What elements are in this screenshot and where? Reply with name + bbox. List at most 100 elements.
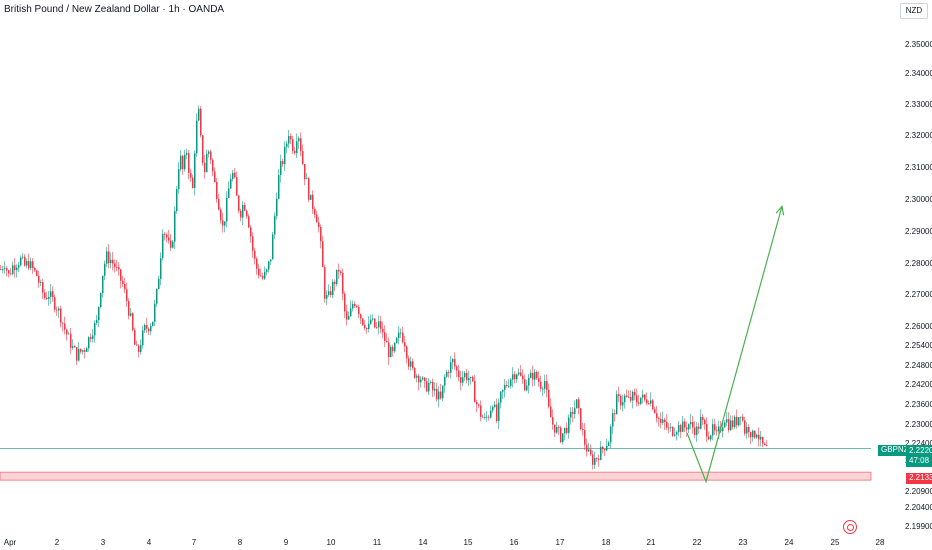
candle-body [156,289,158,304]
brand-logo-icon[interactable] [843,520,857,534]
candle-body [698,426,700,429]
candle-body [570,411,572,418]
candle-body [418,375,420,383]
candle-body [516,374,518,380]
candle-body [738,417,740,426]
candle-body [706,424,708,437]
candle-body [472,376,474,382]
candle-body [382,328,384,333]
candle-body [288,136,290,144]
candle-body [504,384,506,391]
candle-body [138,345,140,353]
candle-body [542,388,544,390]
candle-body [620,395,622,406]
candle-body [714,424,716,431]
candle-body [300,138,302,152]
candle-body [700,416,702,429]
candle-body [482,416,484,418]
y-tick-label: 2.33000 [905,100,932,109]
candle-body [384,332,386,342]
candle-body [398,332,400,339]
bar-countdown: 47:08 [909,456,930,465]
candle-body [176,189,178,212]
candle-body [364,324,366,328]
candle-body [512,374,514,380]
candle-body [406,346,408,359]
candle-body [492,406,494,411]
candle-body [268,261,270,270]
candle-body [574,408,576,414]
candle-body [376,327,378,329]
candle-body [390,346,392,358]
candle-body [590,449,592,455]
candle-body [704,419,706,425]
candle-body [672,426,674,436]
candle-body [478,404,480,406]
candle-body [82,350,84,352]
candle-body [624,395,626,403]
candle-body [10,273,12,275]
candle-body [744,420,746,434]
candle-body [42,282,44,293]
candle-body [728,419,730,431]
candle-body [736,416,738,426]
candle-body [524,379,526,391]
x-tick-label: Apr [4,538,17,547]
price-axis[interactable]: 2.35000 2.34000 2.33000 2.32000 2.31000 2.300… [905,40,932,531]
candle-body [356,305,358,307]
candle-body [534,371,536,380]
candle-body [232,172,234,180]
candle-body [532,372,534,380]
candle-body [604,449,606,451]
y-tick-label: 2.23000 [905,420,932,429]
candle-body [436,388,438,400]
x-tick-label: 18 [602,538,611,547]
candle-body [540,381,542,389]
y-tick-label: 2.23600 [905,400,932,409]
candle-body [142,330,144,346]
candle-body [422,377,424,380]
candle-body [498,402,500,421]
candle-body [726,419,728,423]
candle-body [514,374,516,380]
candle-body [16,267,18,271]
candle-body [222,220,224,226]
candle-body [370,319,372,324]
x-tick-label: 11 [373,538,382,547]
candle-body [2,269,4,271]
candle-body [194,153,196,188]
candle-body [616,394,618,415]
candle-body [276,198,278,217]
candle-body [674,434,676,436]
candle-body [606,445,608,451]
candle-body [430,381,432,383]
candle-body [466,372,468,381]
chart-title: British Pound / New Zealand Dollar · 1h … [4,4,225,15]
candle-body [46,297,48,299]
candle-body [622,402,624,406]
candle-body [22,256,24,258]
candle-body [426,381,428,392]
candle-body [644,394,646,400]
candle-body [380,321,382,329]
candle-body [342,272,344,294]
candle-body [686,427,688,430]
candle-body [684,421,686,428]
candle-body [234,172,236,178]
time-axis[interactable]: Apr 2 3 4 7 8 9 10 11 14 15 16 17 18 21 22 23 24 25 28 [4,538,885,547]
candle-body [578,399,580,409]
candle-body [180,155,182,170]
candle-body [340,271,342,273]
y-tick-label: 2.24800 [905,361,932,370]
currency-label[interactable]: NZD [900,3,928,19]
candle-body [710,435,712,440]
candle-body [168,237,170,241]
candle-body [28,261,30,269]
candle-body [658,418,660,419]
candle-body [328,291,330,295]
candle-body [304,164,306,180]
candle-body [152,321,154,326]
candle-body [752,430,754,438]
candle-body [200,108,202,136]
